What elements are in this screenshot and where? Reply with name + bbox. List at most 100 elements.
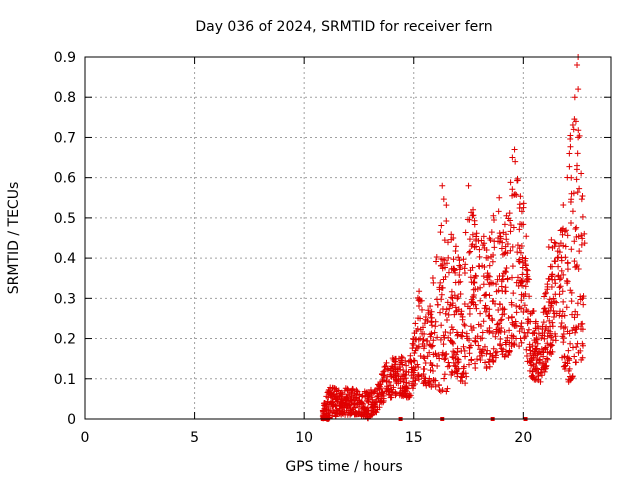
data-point — [552, 258, 559, 265]
data-point — [377, 381, 384, 388]
data-point — [454, 373, 461, 380]
data-point — [466, 361, 473, 368]
data-point — [557, 323, 564, 330]
y-tick-label: 0.1 — [54, 372, 76, 388]
data-point — [455, 331, 462, 338]
chart-title: Day 036 of 2024, SRMTID for receiver fer… — [195, 19, 492, 35]
data-point — [394, 365, 401, 372]
data-point — [535, 330, 542, 337]
data-point — [452, 269, 459, 276]
data-point — [528, 362, 535, 369]
data-point — [488, 315, 495, 322]
data-point — [502, 348, 509, 355]
data-point — [432, 323, 439, 330]
data-point — [343, 394, 350, 401]
data-point — [556, 284, 563, 291]
data-point — [568, 246, 575, 253]
data-point — [353, 387, 360, 394]
data-point — [417, 352, 424, 359]
data-point — [395, 372, 402, 379]
data-point — [489, 317, 496, 324]
data-point — [523, 271, 530, 278]
data-point — [464, 335, 471, 342]
data-point — [326, 409, 333, 416]
data-point — [570, 324, 577, 331]
data-point — [514, 249, 521, 256]
data-point — [548, 304, 555, 311]
data-point — [472, 338, 479, 345]
data-point — [417, 335, 424, 342]
data-point — [571, 238, 578, 245]
data-point — [442, 310, 449, 317]
data-point — [559, 354, 566, 361]
y-tick-label: 0.4 — [54, 251, 76, 267]
data-point — [442, 264, 449, 271]
data-point — [353, 394, 360, 401]
data-point — [569, 311, 576, 318]
data-point — [447, 301, 454, 308]
data-point — [484, 255, 491, 262]
data-point — [547, 330, 554, 337]
data-point — [543, 308, 550, 315]
data-point — [505, 351, 512, 358]
data-point — [550, 295, 557, 302]
data-point — [493, 348, 500, 355]
data-point — [525, 326, 532, 333]
data-point — [330, 401, 337, 408]
data-point — [344, 401, 351, 408]
data-point — [428, 322, 435, 329]
data-point — [506, 327, 513, 334]
data-point — [329, 384, 336, 391]
data-point — [520, 308, 527, 315]
data-point — [549, 348, 556, 355]
data-point — [505, 314, 512, 321]
data-point — [454, 359, 461, 366]
data-point — [561, 312, 568, 319]
data-point — [542, 290, 549, 297]
data-point — [576, 132, 583, 139]
data-point — [470, 324, 477, 331]
data-point — [434, 296, 441, 303]
data-point — [513, 322, 520, 329]
data-point — [503, 264, 510, 271]
data-point — [571, 94, 578, 101]
data-point — [447, 330, 454, 337]
data-point — [558, 319, 565, 326]
data-point — [347, 409, 354, 416]
data-point — [467, 274, 474, 281]
data-point — [571, 258, 578, 265]
data-point — [503, 236, 510, 243]
data-point — [551, 310, 558, 317]
data-point — [429, 342, 436, 349]
data-point — [332, 396, 339, 403]
data-point — [580, 301, 587, 308]
data-point — [469, 212, 476, 219]
data-point — [498, 245, 505, 252]
data-point — [507, 222, 514, 229]
data-point — [463, 373, 470, 380]
data-point — [415, 372, 422, 379]
data-point — [466, 236, 473, 243]
data-point — [480, 233, 487, 240]
data-point — [470, 212, 477, 219]
data-point — [441, 375, 448, 382]
data-point — [544, 286, 551, 293]
data-point — [356, 391, 363, 398]
data-point — [488, 279, 495, 286]
data-point — [546, 317, 553, 324]
data-point — [442, 273, 449, 280]
data-point — [431, 329, 438, 336]
data-point — [450, 256, 457, 263]
data-point — [555, 263, 562, 270]
axis-ticks: 0 0.1 0.2 0.3 0.4 0.5 0.6 0.7 0.8 0.9 0 5 10 15 20 — [54, 50, 611, 446]
data-point — [439, 387, 446, 394]
data-point — [442, 328, 449, 335]
data-point — [537, 369, 544, 376]
data-point — [408, 382, 415, 389]
data-point — [551, 243, 558, 250]
data-point — [392, 376, 399, 383]
data-point — [542, 346, 549, 353]
data-point — [558, 313, 565, 320]
data-point — [429, 275, 436, 282]
data-point — [516, 226, 523, 233]
